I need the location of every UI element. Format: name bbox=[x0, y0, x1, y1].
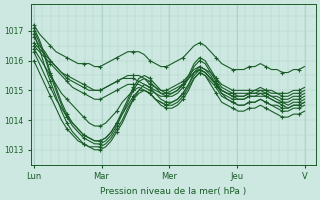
X-axis label: Pression niveau de la mer( hPa ): Pression niveau de la mer( hPa ) bbox=[100, 187, 247, 196]
